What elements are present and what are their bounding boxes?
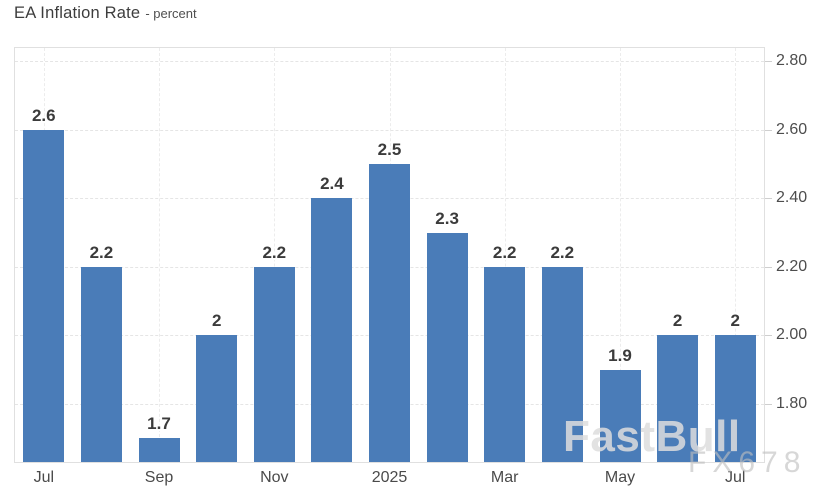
bar-value-label: 2	[730, 311, 740, 331]
x-axis-label: 2025	[371, 469, 408, 486]
bar-value-label: 2.2	[550, 242, 575, 262]
chart-title: EA Inflation Rate	[14, 4, 141, 22]
bar[interactable]	[426, 232, 468, 462]
bar[interactable]	[23, 129, 65, 462]
bar-value-label: 1.9	[608, 345, 632, 365]
grid-line-v	[274, 48, 276, 462]
y-axis-label: 2.00	[776, 326, 808, 344]
bar-value-label: 2	[211, 311, 222, 331]
x-axis-label: Mar	[490, 469, 519, 486]
grid-line-v	[504, 48, 506, 462]
bar-value-label: 2.2	[262, 242, 287, 262]
x-axis-label: Sep	[144, 469, 174, 486]
grid-line-v	[159, 48, 160, 462]
bar[interactable]	[311, 198, 353, 462]
bar[interactable]	[138, 438, 180, 462]
y-axis-label: 2.20	[776, 257, 808, 275]
fx678-watermark: FX678	[688, 446, 807, 479]
bar[interactable]	[80, 266, 122, 462]
chart-header: EA Inflation Rate - percent	[14, 4, 197, 23]
y-axis-tick	[765, 198, 772, 200]
bar-value-label: 2	[672, 311, 683, 331]
y-axis-tick	[765, 404, 772, 405]
y-axis-label: 1.80	[776, 395, 808, 412]
bar[interactable]	[484, 266, 526, 462]
x-axis: Jul Sep Nov 2025 Mar May Jul	[14, 465, 765, 491]
bar-value-label: 2.2	[89, 242, 114, 262]
bar-value-label: 2.4	[320, 174, 344, 194]
fastbull-watermark-logo: FastBull	[563, 412, 741, 461]
bar[interactable]	[369, 163, 410, 462]
x-axis-label: Jul	[724, 469, 746, 486]
plot-area: 2.6 2.2 1.7 2 2.2 2.4 2.5 2.3 2.2 2.2 1.9 2 2	[14, 47, 765, 463]
bar[interactable]	[541, 266, 583, 462]
y-axis-tick	[765, 129, 772, 131]
bar-value-label: 2.6	[31, 105, 56, 125]
y-axis-tick	[765, 266, 772, 268]
bar[interactable]	[196, 335, 238, 462]
bar[interactable]	[657, 335, 699, 462]
chart-subtitle: - percent	[145, 6, 197, 21]
x-axis-label: May	[604, 469, 636, 486]
y-axis-label: 2.60	[776, 120, 808, 138]
bar[interactable]	[599, 369, 641, 462]
grid-line-v	[735, 48, 737, 462]
y-axis: 2.80 2.60 2.40 2.20 2.00 1.80	[765, 47, 816, 463]
bar-value-label: 2.3	[435, 208, 459, 228]
bar[interactable]	[253, 266, 295, 462]
bar-value-label: 2.5	[377, 139, 402, 159]
bar-value-label: 1.7	[147, 414, 171, 434]
bar-value-label: 2.2	[492, 242, 517, 262]
y-axis-label: 2.80	[776, 52, 808, 69]
x-axis-label: Jul	[33, 469, 55, 486]
y-axis-label: 2.40	[776, 189, 808, 207]
grid-line-v	[620, 48, 621, 462]
y-axis-tick	[765, 61, 772, 62]
x-axis-label: Nov	[260, 469, 289, 486]
bar[interactable]	[714, 335, 756, 462]
y-axis-tick	[765, 335, 772, 337]
